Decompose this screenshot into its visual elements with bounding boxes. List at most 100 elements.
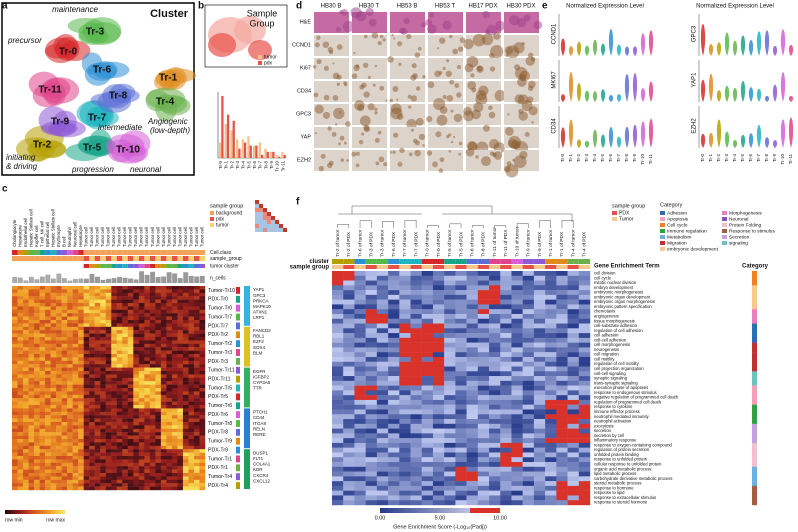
enrich-cell	[455, 399, 467, 405]
heat-cell	[72, 462, 79, 467]
enrich-cell	[466, 471, 479, 477]
enrich-cell	[466, 347, 479, 353]
heat-cell	[89, 435, 95, 440]
stain	[504, 127, 514, 136]
term-label: regulation of protein secretion	[594, 447, 650, 452]
enrich-cell	[578, 500, 591, 506]
enrich-cell	[477, 419, 490, 425]
cluster-cell	[421, 259, 433, 264]
heat-cell	[61, 377, 68, 382]
heat-cell	[133, 286, 140, 290]
sample-cell	[489, 265, 501, 269]
heat-cell	[83, 320, 90, 324]
enrich-cell	[477, 366, 490, 372]
heat-cell	[149, 371, 156, 375]
heat-cell	[17, 286, 24, 290]
cluster-label: Tr-0	[59, 47, 78, 58]
heat-cell	[28, 401, 35, 406]
enrich-cell	[545, 328, 557, 334]
heat-cell	[23, 445, 29, 450]
enrich-cell	[578, 423, 591, 429]
heat-cell	[166, 364, 173, 368]
heat-cell	[94, 374, 101, 378]
stain	[350, 7, 362, 19]
sample-cell	[100, 256, 106, 261]
heat-cell	[171, 323, 178, 327]
heat-cell	[17, 432, 24, 436]
enrich-cell	[455, 328, 467, 334]
sample-cell	[332, 265, 344, 269]
heat-cell	[127, 323, 134, 327]
enrich-cell	[466, 390, 479, 396]
heat-cell	[72, 439, 79, 443]
stain	[436, 47, 439, 50]
row-swatch	[236, 384, 240, 392]
enrich-cell	[444, 485, 456, 491]
panel-label: a	[2, 1, 8, 12]
heat-cell	[78, 354, 84, 358]
gene-label: ITGA9	[253, 421, 267, 426]
heat-cell	[193, 394, 200, 399]
heat-cell	[177, 408, 184, 412]
heat-cell	[116, 462, 123, 467]
term-label: cell adhesion	[594, 333, 619, 338]
heat-cell	[17, 340, 24, 344]
heat-cell	[56, 479, 62, 484]
heat-cell	[67, 425, 73, 429]
heat-cell	[72, 422, 79, 426]
heat-cell	[50, 388, 57, 392]
heat-cell	[45, 459, 51, 463]
enrich-cell	[511, 309, 523, 315]
colorbar-cell	[449, 508, 453, 513]
enrich-cell	[432, 333, 445, 339]
heat-cell	[72, 296, 79, 300]
enrich-cell	[432, 404, 445, 410]
cell-class-cell	[72, 250, 79, 255]
enrich-cell	[556, 342, 568, 348]
ncell-bar	[155, 277, 161, 283]
heat-cell	[83, 452, 90, 457]
enrich-cell	[421, 294, 434, 300]
enrich-cell	[522, 462, 535, 467]
heat-cell	[155, 364, 162, 368]
heat-cell	[111, 439, 117, 443]
heat-cell	[182, 296, 189, 300]
stain	[374, 137, 380, 143]
enrich-cell	[455, 337, 467, 343]
enrich-cell	[466, 452, 479, 458]
term-label: angiogenesis	[594, 313, 619, 318]
heat-cell	[100, 309, 106, 314]
heat-cell	[182, 367, 189, 372]
heat-cell	[149, 452, 156, 457]
enrich-cell	[522, 333, 535, 339]
stain	[414, 52, 421, 58]
row-swatch	[236, 304, 240, 312]
heat-cell	[28, 418, 35, 423]
heat-cell	[160, 411, 167, 416]
heat-cell	[160, 333, 167, 338]
stain	[379, 85, 385, 91]
enrich-cell	[533, 323, 546, 329]
enrich-cell	[376, 500, 389, 506]
enrich-cell	[556, 438, 568, 444]
heat-cell	[72, 292, 79, 297]
heat-cell	[12, 381, 18, 385]
category-band	[752, 323, 757, 329]
colorbar-cell	[482, 508, 486, 513]
enrich-cell	[354, 376, 366, 382]
enrich-cell	[466, 361, 479, 367]
heat-cell	[61, 466, 68, 470]
column-label: Tr-4 of tumor	[570, 229, 576, 257]
heat-cell	[12, 360, 18, 365]
colorbar-cell	[461, 508, 465, 513]
enrich-cell	[567, 485, 579, 491]
column-label: Epithelial cell	[45, 222, 50, 247]
heat-cell	[61, 456, 68, 460]
enrich-cell	[410, 352, 422, 358]
heat-cell	[39, 405, 46, 409]
enrich-cell	[500, 442, 512, 448]
heat-cell	[127, 479, 134, 484]
heat-cell	[122, 479, 128, 484]
heat-cell	[182, 371, 189, 375]
heat-cell	[72, 476, 79, 480]
